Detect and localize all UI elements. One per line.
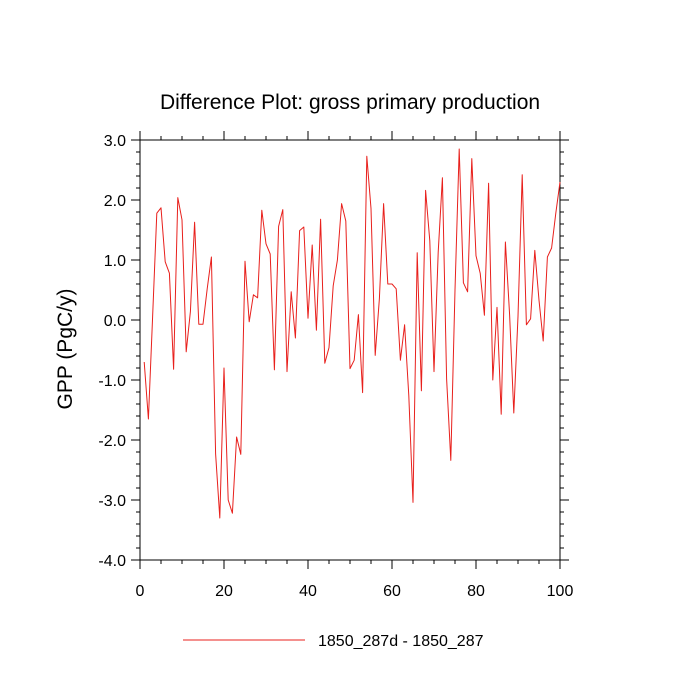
x-tick-label: 20	[215, 583, 233, 600]
y-tick-label: -4.0	[98, 553, 126, 570]
x-tick-label: 80	[467, 583, 485, 600]
y-tick-label: 0.0	[104, 313, 126, 330]
minor-ticks	[136, 136, 564, 564]
x-tick-label: 0	[136, 583, 145, 600]
legend: 1850_287d - 1850_287	[183, 633, 484, 650]
y-tick-labels: 3.0 2.0 1.0 0.0 -1.0 -2.0 -3.0 -4.0	[98, 133, 126, 570]
series-group	[143, 148, 561, 519]
y-tick-label: 2.0	[104, 193, 126, 210]
legend-label: 1850_287d - 1850_287	[318, 633, 484, 650]
chart-title: Difference Plot: gross primary productio…	[160, 91, 540, 114]
plot-frame	[139, 139, 561, 561]
major-ticks	[131, 131, 569, 569]
x-tick-label: 60	[383, 583, 401, 600]
series-line	[143, 148, 561, 519]
y-tick-label: -3.0	[98, 493, 126, 510]
y-tick-label: -1.0	[98, 373, 126, 390]
y-axis-label: GPP (PgC/y)	[54, 289, 77, 410]
x-tick-label: 40	[299, 583, 317, 600]
y-tick-label: 1.0	[104, 253, 126, 270]
x-tick-labels: 0 20 40 60 80 100	[136, 583, 574, 600]
x-tick-label: 100	[547, 583, 574, 600]
y-tick-label: 3.0	[104, 133, 126, 150]
y-tick-label: -2.0	[98, 433, 126, 450]
